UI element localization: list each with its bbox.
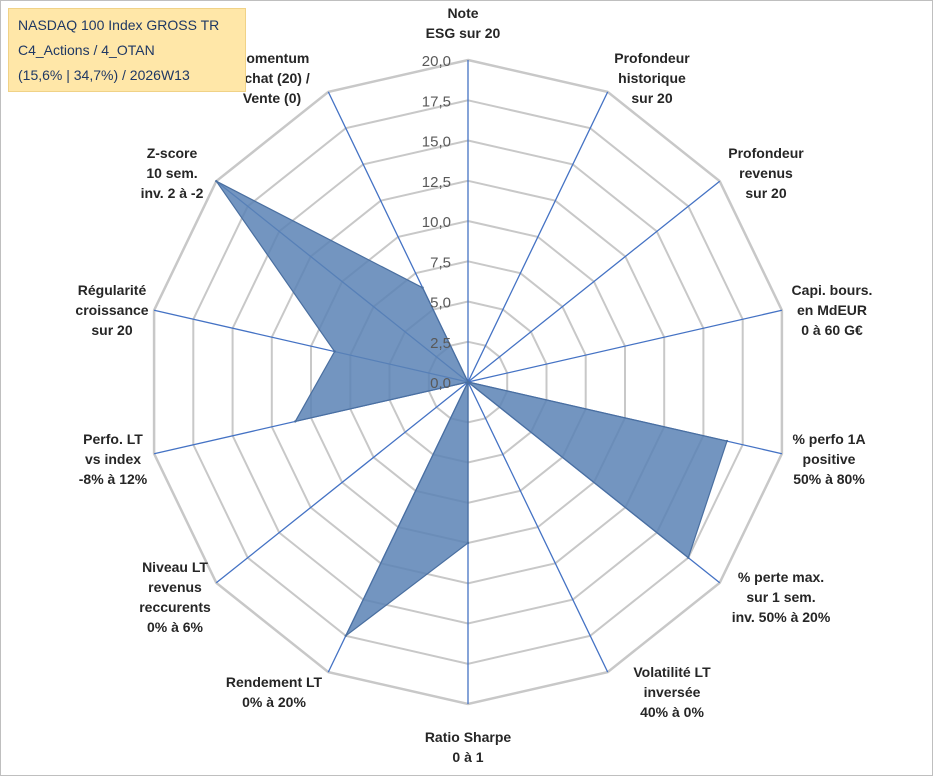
info-box: NASDAQ 100 Index GROSS TR C4_Actions / 4… (8, 8, 246, 92)
axis-label-0: Note ESG sur 20 (426, 5, 501, 41)
tick-label-4: 10,0 (422, 214, 451, 231)
tick-label-0: 0,0 (430, 375, 451, 392)
axis-label-13: Momentum Achat (20) / Vente (0) (234, 50, 310, 106)
info-line-category: C4_Actions / 4_OTAN (18, 42, 155, 58)
data-point-9 (466, 380, 470, 384)
tick-layer: 0,0 2,5 5,0 7,5 10,0 12,5 15,0 17,5 20,0 (422, 53, 451, 392)
axis-label-11: Régularité croissance sur 20 (75, 282, 148, 338)
tick-label-1: 2,5 (430, 335, 451, 352)
info-line-stats: (15,6% | 34,7%) / 2026W13 (18, 67, 190, 83)
data-point-7 (466, 541, 470, 545)
axis-label-12: Z-score 10 sem. inv. 2 à -2 (141, 145, 204, 201)
spoke-3 (467, 309, 783, 383)
tick-label-5: 12,5 (422, 174, 451, 191)
axis-label-1: Profondeur historique sur 20 (614, 50, 690, 106)
data-point-13 (421, 286, 424, 289)
tick-label-6: 15,0 (422, 134, 451, 151)
data-point-12 (215, 180, 218, 183)
data-point-4 (725, 439, 729, 443)
axis-label-2: Profondeur revenus sur 20 (728, 145, 804, 201)
series-layer (215, 180, 729, 637)
axis-label-6: Volatilité LT inversée 40% à 0% (633, 664, 711, 720)
tick-label-7: 17,5 (422, 93, 451, 110)
spoke-2 (467, 180, 721, 383)
axis-label-3: Capi. bours. en MdEUR 0 à 60 G€ (792, 282, 873, 338)
tick-label-2: 5,0 (430, 295, 451, 312)
axis-label-8: Rendement LT 0% à 20% (226, 674, 323, 710)
label-layer: Note ESG sur 20 Profondeur historique sur 20… (75, 5, 872, 765)
axis-label-5: % perte max. sur 1 sem. inv. 50% à 20% (732, 569, 831, 625)
axis-label-9: Niveau LT revenus reccurents 0% à 6% (139, 559, 211, 635)
spoke-6 (467, 381, 609, 673)
data-point-5 (687, 556, 690, 559)
axis-label-7: Ratio Sharpe 0 à 1 (425, 729, 512, 765)
spoke-9 (215, 381, 469, 584)
axis-label-4: % perfo 1A positive 50% à 80% (792, 431, 865, 487)
series-area (215, 180, 728, 637)
info-line-title: NASDAQ 100 Index GROSS TR (18, 17, 220, 33)
tick-label-8: 20,0 (422, 53, 451, 70)
spoke-1 (467, 91, 609, 383)
data-point-8 (344, 634, 347, 637)
data-point-10 (294, 420, 297, 423)
data-point-11 (333, 350, 336, 353)
tick-label-3: 7,5 (430, 254, 451, 271)
axis-label-10: Perfo. LT vs index -8% à 12% (79, 431, 148, 487)
